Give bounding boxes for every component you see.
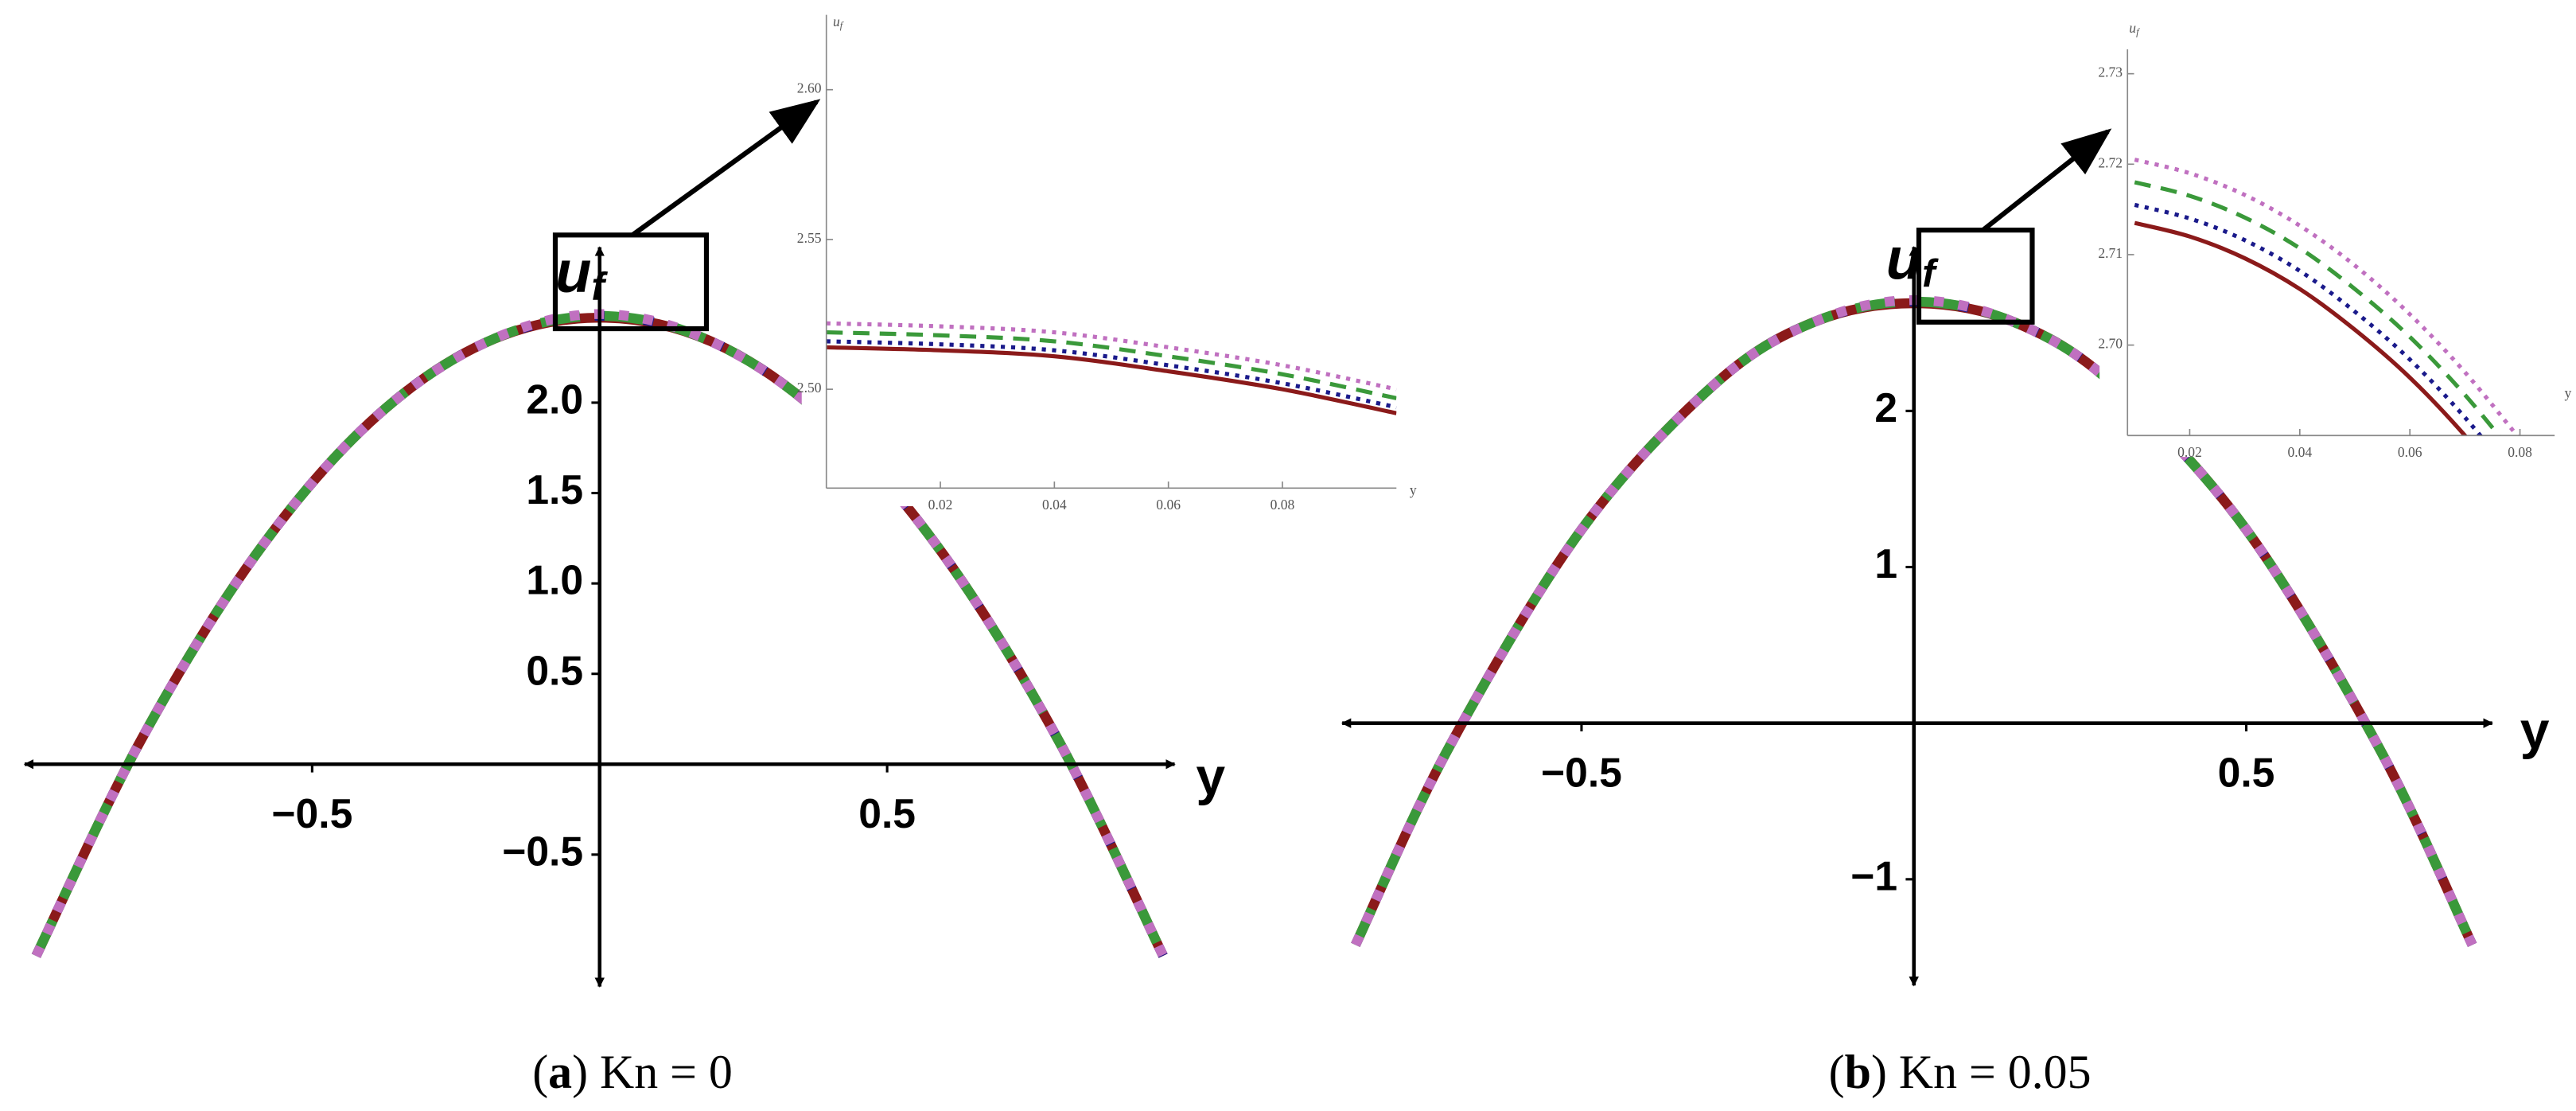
x-tick-label: 0.02 xyxy=(928,497,953,513)
y-tick-label: 2.50 xyxy=(797,380,822,396)
series-line xyxy=(826,321,1397,392)
y-tick-label: 2.60 xyxy=(797,80,822,96)
y-axis-label-main: u xyxy=(833,14,840,29)
caption-part: a xyxy=(548,1046,572,1098)
y-tick-label: 1.5 xyxy=(526,466,583,513)
inset-plot: 0.02 0.04 0.06 0.08 2.50 2.55 2.60 y uf xyxy=(797,0,1423,513)
series-line xyxy=(31,310,1168,958)
main-plot: −0.5 0.5 −1 1 2 y uf xyxy=(1341,225,2550,987)
y-tick-label: 1.0 xyxy=(526,557,583,603)
caption-part: ) Kn = 0 xyxy=(572,1046,733,1098)
x-tick-label: 0.08 xyxy=(2508,444,2532,460)
x-tick-label: 0.02 xyxy=(2177,444,2202,460)
x-tick-label: 0.04 xyxy=(2287,444,2312,460)
x-axis-label: y xyxy=(2520,702,2550,761)
y-axis-label: uf xyxy=(555,239,608,309)
y-axis-label: uf xyxy=(2129,20,2140,37)
series-line xyxy=(826,339,1397,410)
y-axis-label-subscript: f xyxy=(2136,26,2140,37)
y-axis-label-subscript: f xyxy=(591,264,608,309)
x-tick-label: 0.5 xyxy=(2218,749,2275,795)
series-line xyxy=(826,330,1397,400)
x-tick-label: 0.06 xyxy=(2398,444,2422,460)
caption: (a) Kn = 0 xyxy=(532,1046,733,1098)
y-tick-label: 2.70 xyxy=(2098,336,2123,352)
y-tick-label: 2.72 xyxy=(2098,154,2123,170)
x-axis-label: y xyxy=(1410,481,1417,497)
x-tick-label: 0.5 xyxy=(858,790,916,836)
y-tick-label: −0.5 xyxy=(502,828,583,874)
y-tick-label: 2 xyxy=(1874,384,1897,431)
y-tick-label: 2.0 xyxy=(526,376,583,423)
caption-part: ) Kn = 0.05 xyxy=(1871,1046,2092,1098)
y-axis-label: uf xyxy=(833,14,844,31)
y-axis-label-subscript: f xyxy=(1922,251,1939,295)
series-line xyxy=(1351,296,2477,947)
x-tick-label: 0.06 xyxy=(1156,497,1181,513)
caption-part: ( xyxy=(1829,1046,1845,1098)
y-axis-label: uf xyxy=(1886,225,1939,295)
y-tick-label: 0.5 xyxy=(526,647,583,693)
inset-background xyxy=(801,0,1423,507)
y-axis-label-main: u xyxy=(1886,225,1922,291)
x-axis-label: y xyxy=(2565,385,2572,401)
y-tick-label: 2.71 xyxy=(2098,245,2123,261)
zoom-arrow xyxy=(1981,128,2112,232)
x-axis-label: y xyxy=(1196,747,1225,806)
y-axis-label-main: u xyxy=(2129,20,2136,36)
inset-plot: 0.02 0.04 0.06 0.08 2.70 2.71 2.72 2.73 y uf xyxy=(2098,0,2576,460)
series-line xyxy=(2134,158,2520,436)
x-tick-label: −0.5 xyxy=(1541,749,1622,795)
series-line xyxy=(2134,180,2502,436)
series-line xyxy=(826,345,1397,415)
inset-background xyxy=(2099,0,2576,458)
x-tick-label: 0.04 xyxy=(1042,497,1067,513)
y-tick-label: 2.73 xyxy=(2098,64,2123,80)
zoom-arrow xyxy=(631,99,821,237)
y-axis-label-main: u xyxy=(555,239,591,305)
caption-part: ( xyxy=(532,1046,548,1098)
y-tick-label: 1 xyxy=(1874,540,1897,587)
x-tick-label: 0.08 xyxy=(1270,497,1295,513)
x-tick-label: −0.5 xyxy=(271,790,352,836)
y-tick-label: −1 xyxy=(1850,852,1897,899)
y-axis-label-subscript: f xyxy=(840,20,844,31)
y-tick-label: 2.55 xyxy=(797,230,822,246)
zoom-box xyxy=(1916,228,2035,325)
series-group xyxy=(826,321,1397,415)
caption: (b) Kn = 0.05 xyxy=(1829,1046,2092,1098)
caption-part: b xyxy=(1845,1046,1871,1098)
main-plot: −0.5 0.5 −0.5 0.5 1.0 1.5 2.0 y uf xyxy=(23,239,1225,988)
zoom-box xyxy=(552,232,710,332)
